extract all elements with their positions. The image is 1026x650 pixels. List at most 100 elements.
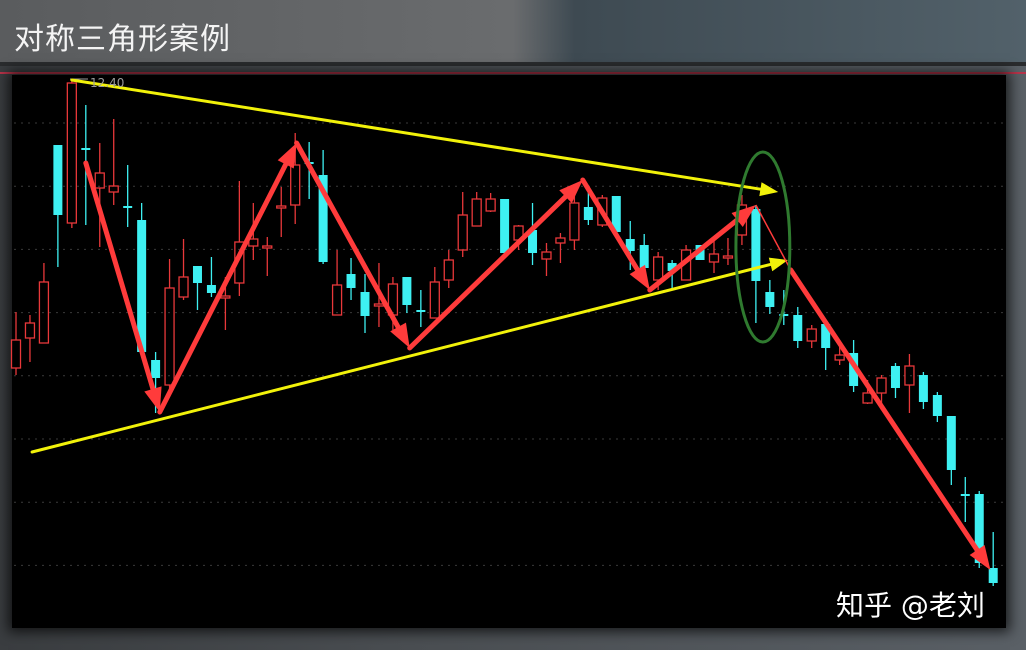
- gridlines: [14, 78, 1004, 566]
- wave-arrow: [580, 177, 640, 273]
- candle: [331, 250, 343, 316]
- wave-arrow: [647, 217, 740, 293]
- candle-body: [192, 266, 202, 283]
- candle: [708, 241, 720, 273]
- candle: [66, 80, 77, 228]
- candle: [416, 290, 426, 327]
- candle: [960, 477, 970, 522]
- wave-arrow-head: [390, 322, 410, 348]
- candle: [485, 193, 496, 212]
- candle-body: [220, 295, 231, 299]
- candle-body: [751, 209, 761, 281]
- candle-body: [722, 255, 734, 259]
- upper-trendline-arrow: [70, 78, 762, 191]
- candle-body: [806, 328, 817, 342]
- candle-body: [443, 259, 454, 281]
- candle: [793, 307, 803, 348]
- candle: [429, 267, 440, 319]
- candle-body: [862, 392, 873, 404]
- candle: [918, 372, 928, 409]
- candle: [234, 181, 245, 296]
- candle-body: [667, 263, 677, 271]
- candle-body: [849, 353, 859, 386]
- candle: [849, 340, 859, 392]
- candle: [541, 243, 552, 276]
- chart-plot-area: [12, 75, 1006, 628]
- wave-arrow: [157, 161, 289, 415]
- candle-body: [373, 303, 385, 307]
- candle: [890, 363, 900, 398]
- candle: [722, 238, 734, 265]
- page-title: 对称三角形案例: [14, 22, 231, 57]
- candle: [38, 263, 50, 344]
- candle: [821, 324, 831, 370]
- candle-body: [262, 245, 273, 249]
- candle-body: [416, 310, 426, 312]
- candle-body: [708, 253, 720, 263]
- candle-body: [53, 145, 63, 215]
- annotations: [30, 78, 991, 570]
- watermark: 知乎 @老刘: [836, 589, 985, 622]
- candle-body: [94, 172, 105, 189]
- candle-body: [500, 199, 510, 253]
- wave-arrow-head: [629, 264, 650, 290]
- candle: [988, 532, 998, 586]
- candle: [164, 259, 175, 392]
- candle: [611, 196, 621, 232]
- wave-arrow: [407, 194, 569, 351]
- high-price-label: 12.40: [90, 76, 124, 90]
- candle-body: [248, 238, 259, 247]
- candle: [443, 250, 454, 288]
- candle: [178, 239, 189, 300]
- candle-body: [318, 175, 328, 262]
- candle-body: [164, 287, 175, 386]
- candle: [555, 233, 566, 263]
- candle-body: [38, 281, 50, 344]
- candle-body: [625, 239, 635, 251]
- candle: [24, 315, 36, 362]
- candle-body: [653, 256, 664, 281]
- candle-body: [583, 207, 593, 220]
- candle-body: [876, 377, 887, 394]
- candle-body: [24, 322, 36, 339]
- candle: [137, 203, 147, 352]
- candle-body: [429, 281, 440, 319]
- candle: [751, 205, 761, 323]
- candle-body: [178, 276, 189, 298]
- lower-trendline-arrow: [30, 262, 773, 454]
- candle: [471, 192, 482, 227]
- candle-body: [890, 366, 900, 388]
- candle-body: [988, 568, 998, 583]
- candles: [10, 80, 998, 586]
- candle: [360, 274, 370, 333]
- candle: [402, 277, 412, 313]
- breakdown-line: [755, 204, 792, 271]
- candle: [457, 192, 468, 257]
- candle: [123, 165, 133, 227]
- candle-body: [457, 214, 468, 251]
- candle-body: [639, 245, 649, 268]
- candle-body: [331, 284, 343, 316]
- candle-body: [528, 230, 538, 253]
- candle-body: [932, 395, 942, 416]
- candle-body: [290, 164, 301, 206]
- candle: [946, 416, 956, 485]
- wave-arrow: [83, 160, 156, 392]
- candle-body: [555, 237, 566, 244]
- candle-body: [611, 196, 621, 232]
- candle: [276, 187, 287, 237]
- upper-trendline-arrow-head: [759, 182, 779, 197]
- wave-arrow-head: [731, 205, 756, 228]
- candle-body: [151, 360, 161, 378]
- candle: [765, 280, 775, 314]
- candle: [10, 312, 22, 375]
- lower-trendline-arrow-head: [768, 257, 788, 272]
- candle-body: [346, 274, 356, 288]
- candle: [346, 258, 356, 300]
- candle: [53, 145, 63, 267]
- candle-body: [402, 277, 412, 305]
- candle-body: [779, 314, 789, 316]
- candle-body: [946, 416, 956, 470]
- candle-body: [360, 292, 370, 316]
